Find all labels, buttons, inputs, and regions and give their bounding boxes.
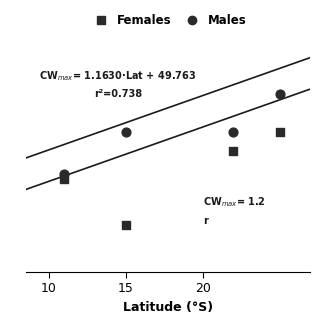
- Point: [123, 129, 128, 134]
- Point: [123, 223, 128, 228]
- X-axis label: Latitude (°S): Latitude (°S): [123, 301, 213, 314]
- Text: CW$_{max}$= 1.1630·Lat + 49.763: CW$_{max}$= 1.1630·Lat + 49.763: [39, 69, 196, 83]
- Point: [277, 92, 282, 97]
- Point: [277, 129, 282, 134]
- Text: r: r: [203, 216, 207, 226]
- Point: [61, 171, 67, 176]
- Point: [231, 129, 236, 134]
- Point: [231, 148, 236, 153]
- Text: r²=0.738: r²=0.738: [94, 90, 142, 100]
- Legend: Females, Males: Females, Males: [85, 9, 251, 32]
- Point: [61, 176, 67, 181]
- Text: CW$_{max}$= 1.2: CW$_{max}$= 1.2: [203, 195, 265, 209]
